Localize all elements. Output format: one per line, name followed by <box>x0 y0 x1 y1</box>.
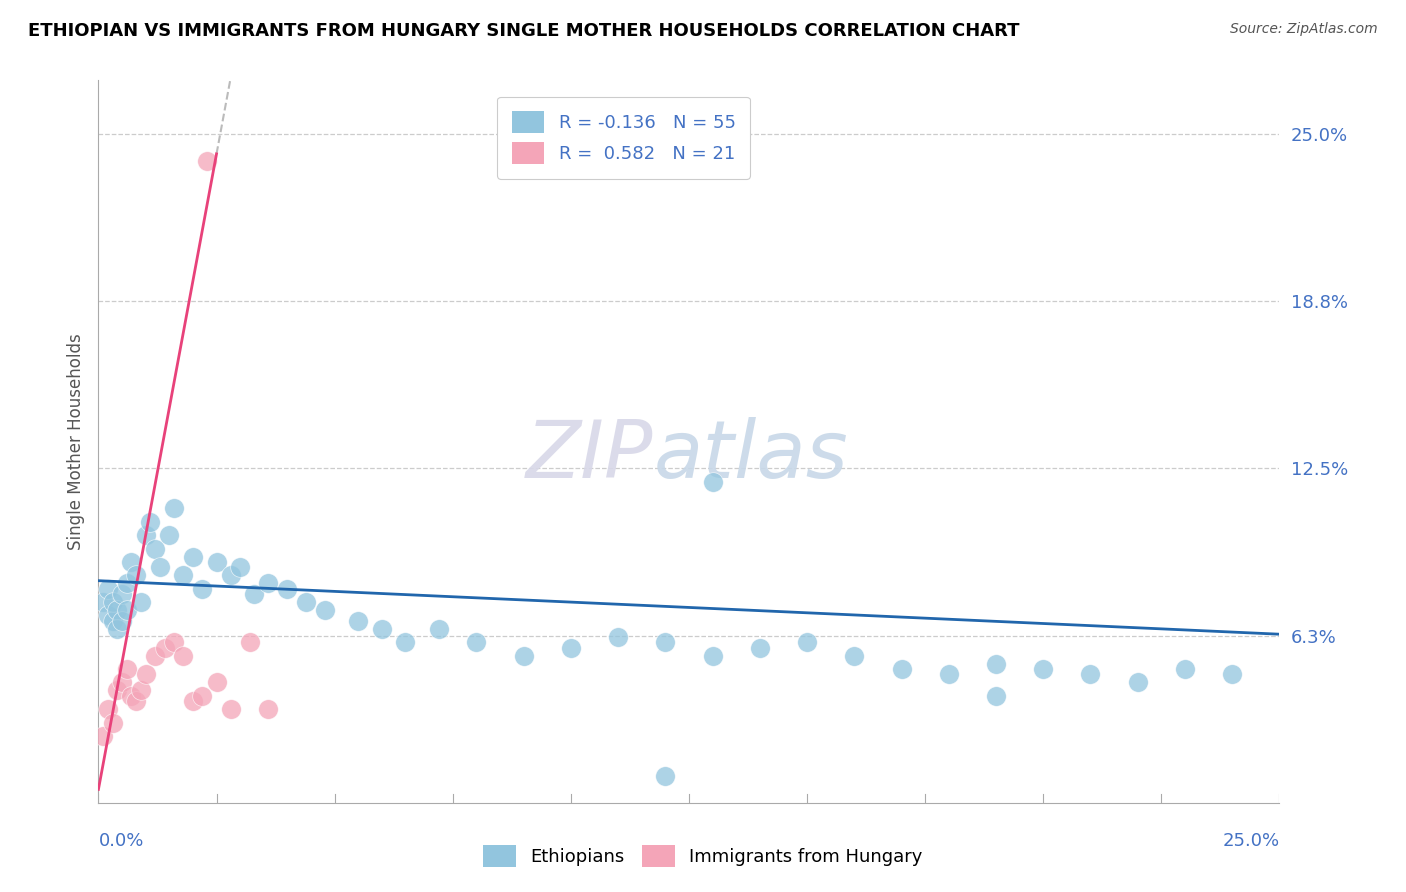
Text: ETHIOPIAN VS IMMIGRANTS FROM HUNGARY SINGLE MOTHER HOUSEHOLDS CORRELATION CHART: ETHIOPIAN VS IMMIGRANTS FROM HUNGARY SIN… <box>28 22 1019 40</box>
Ethiopians <box>143 541 166 556</box>
Immigrants from Hungary <box>135 667 157 681</box>
Immigrants from Hungary <box>101 715 124 730</box>
Ethiopians <box>295 595 318 609</box>
Ethiopians <box>97 608 120 623</box>
Ethiopians <box>172 568 194 582</box>
Ethiopians <box>129 595 152 609</box>
Ethiopians <box>844 648 866 663</box>
Ethiopians <box>111 614 134 628</box>
Text: Source: ZipAtlas.com: Source: ZipAtlas.com <box>1230 22 1378 37</box>
Immigrants from Hungary <box>219 702 242 716</box>
Ethiopians <box>115 576 138 591</box>
Immigrants from Hungary <box>172 648 194 663</box>
Text: 0.0%: 0.0% <box>98 831 143 850</box>
Immigrants from Hungary <box>125 694 148 708</box>
Ethiopians <box>654 769 676 783</box>
Ethiopians <box>105 603 128 617</box>
Legend: R = -0.136   N = 55, R =  0.582   N = 21: R = -0.136 N = 55, R = 0.582 N = 21 <box>498 96 749 178</box>
Ethiopians <box>121 555 143 569</box>
Ethiopians <box>229 560 252 574</box>
Text: 25.0%: 25.0% <box>1222 831 1279 850</box>
Ethiopians <box>1220 667 1243 681</box>
Ethiopians <box>105 622 128 636</box>
Immigrants from Hungary <box>181 694 204 708</box>
Immigrants from Hungary <box>205 675 228 690</box>
Ethiopians <box>205 555 228 569</box>
Ethiopians <box>101 595 124 609</box>
Ethiopians <box>1032 662 1054 676</box>
Ethiopians <box>191 582 214 596</box>
Ethiopians <box>135 528 157 542</box>
Ethiopians <box>465 635 488 649</box>
Legend: Ethiopians, Immigrants from Hungary: Ethiopians, Immigrants from Hungary <box>477 838 929 874</box>
Ethiopians <box>427 622 450 636</box>
Ethiopians <box>1174 662 1197 676</box>
Immigrants from Hungary <box>121 689 143 703</box>
Ethiopians <box>257 576 280 591</box>
Immigrants from Hungary <box>111 675 134 690</box>
Ethiopians <box>243 587 266 601</box>
Immigrants from Hungary <box>239 635 262 649</box>
Ethiopians <box>125 568 148 582</box>
Ethiopians <box>607 630 630 644</box>
Ethiopians <box>560 640 582 655</box>
Immigrants from Hungary <box>257 702 280 716</box>
Immigrants from Hungary <box>191 689 214 703</box>
Text: atlas: atlas <box>654 417 848 495</box>
Ethiopians <box>149 560 172 574</box>
Immigrants from Hungary <box>115 662 138 676</box>
Ethiopians <box>512 648 534 663</box>
Ethiopians <box>97 582 120 596</box>
Ethiopians <box>890 662 912 676</box>
Immigrants from Hungary <box>143 648 166 663</box>
Immigrants from Hungary <box>129 683 152 698</box>
Ethiopians <box>314 603 336 617</box>
Y-axis label: Single Mother Households: Single Mother Households <box>66 334 84 549</box>
Ethiopians <box>938 667 960 681</box>
Ethiopians <box>91 595 114 609</box>
Ethiopians <box>702 475 724 489</box>
Text: ZIP: ZIP <box>526 417 654 495</box>
Ethiopians <box>219 568 242 582</box>
Ethiopians <box>101 614 124 628</box>
Ethiopians <box>394 635 416 649</box>
Ethiopians <box>654 635 676 649</box>
Ethiopians <box>796 635 818 649</box>
Ethiopians <box>157 528 180 542</box>
Immigrants from Hungary <box>105 683 128 698</box>
Ethiopians <box>347 614 370 628</box>
Immigrants from Hungary <box>97 702 120 716</box>
Ethiopians <box>181 549 204 564</box>
Ethiopians <box>163 501 186 516</box>
Ethiopians <box>139 515 162 529</box>
Ethiopians <box>371 622 394 636</box>
Immigrants from Hungary <box>153 640 176 655</box>
Ethiopians <box>1126 675 1149 690</box>
Immigrants from Hungary <box>195 153 218 168</box>
Immigrants from Hungary <box>91 729 114 743</box>
Ethiopians <box>111 587 134 601</box>
Ethiopians <box>984 689 1007 703</box>
Ethiopians <box>115 603 138 617</box>
Ethiopians <box>748 640 770 655</box>
Ethiopians <box>984 657 1007 671</box>
Ethiopians <box>1080 667 1102 681</box>
Ethiopians <box>276 582 298 596</box>
Immigrants from Hungary <box>163 635 186 649</box>
Ethiopians <box>702 648 724 663</box>
